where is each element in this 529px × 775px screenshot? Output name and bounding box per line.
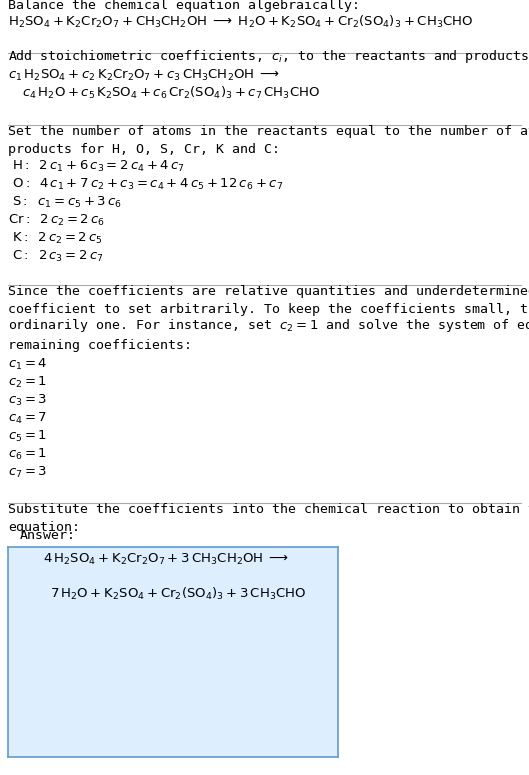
Text: $\mathrm{H_2SO_4 + K_2Cr_2O_7 + CH_3CH_2OH} \;\longrightarrow\; \mathrm{H_2O + K: $\mathrm{H_2SO_4 + K_2Cr_2O_7 + CH_3CH_2… xyxy=(8,14,473,30)
Text: $c_2 = 1$: $c_2 = 1$ xyxy=(8,375,47,390)
Text: $c_1\,\mathrm{H_2SO_4} + c_2\,\mathrm{K_2Cr_2O_7} + c_3\,\mathrm{CH_3CH_2OH} \;\: $c_1\,\mathrm{H_2SO_4} + c_2\,\mathrm{K_… xyxy=(8,68,280,83)
Text: coefficient to set arbitrarily. To keep the coefficients small, the arbitrary va: coefficient to set arbitrarily. To keep … xyxy=(8,303,529,316)
Text: $\mathrm{S:}\;\; c_1 = c_5 + 3\,c_6$: $\mathrm{S:}\;\; c_1 = c_5 + 3\,c_6$ xyxy=(12,195,122,210)
Text: $c_7 = 3$: $c_7 = 3$ xyxy=(8,465,47,480)
Text: Add stoichiometric coefficients, $c_i$, to the reactants and products:: Add stoichiometric coefficients, $c_i$, … xyxy=(8,48,529,65)
Text: Since the coefficients are relative quantities and underdetermined, choose a: Since the coefficients are relative quan… xyxy=(8,285,529,298)
Text: $\mathrm{H:}\;\; 2\,c_1 + 6\,c_3 = 2\,c_4 + 4\,c_7$: $\mathrm{H:}\;\; 2\,c_1 + 6\,c_3 = 2\,c_… xyxy=(12,159,185,174)
Text: $\mathrm{C:}\;\; 2\,c_3 = 2\,c_7$: $\mathrm{C:}\;\; 2\,c_3 = 2\,c_7$ xyxy=(12,249,104,264)
Text: $\mathrm{Cr:}\;\; 2\,c_2 = 2\,c_6$: $\mathrm{Cr:}\;\; 2\,c_2 = 2\,c_6$ xyxy=(8,213,105,228)
Text: $c_6 = 1$: $c_6 = 1$ xyxy=(8,447,47,462)
Text: ordinarily one. For instance, set $c_2 = 1$ and solve the system of equations fo: ordinarily one. For instance, set $c_2 =… xyxy=(8,317,529,334)
Text: Balance the chemical equation algebraically:: Balance the chemical equation algebraica… xyxy=(8,0,360,12)
Text: remaining coefficients:: remaining coefficients: xyxy=(8,339,192,352)
Text: $7\,\mathrm{H_2O} + \mathrm{K_2SO_4} + \mathrm{Cr_2(SO_4)_3} + 3\,\mathrm{CH_3CH: $7\,\mathrm{H_2O} + \mathrm{K_2SO_4} + \… xyxy=(50,586,306,602)
Text: Substitute the coefficients into the chemical reaction to obtain the balanced: Substitute the coefficients into the che… xyxy=(8,503,529,516)
Text: $c_1 = 4$: $c_1 = 4$ xyxy=(8,357,48,372)
Text: Set the number of atoms in the reactants equal to the number of atoms in the: Set the number of atoms in the reactants… xyxy=(8,125,529,138)
Text: $4\,\mathrm{H_2SO_4} + \mathrm{K_2Cr_2O_7} + 3\,\mathrm{CH_3CH_2OH} \;\longright: $4\,\mathrm{H_2SO_4} + \mathrm{K_2Cr_2O_… xyxy=(43,552,289,567)
Text: products for H, O, S, Cr, K and C:: products for H, O, S, Cr, K and C: xyxy=(8,143,280,156)
Text: Answer:: Answer: xyxy=(20,529,76,542)
Text: $c_4\,\mathrm{H_2O} + c_5\,\mathrm{K_2SO_4} + c_6\,\mathrm{Cr_2(SO_4)_3} + c_7\,: $c_4\,\mathrm{H_2O} + c_5\,\mathrm{K_2SO… xyxy=(22,85,320,101)
Text: $c_4 = 7$: $c_4 = 7$ xyxy=(8,411,47,426)
Text: $\mathrm{O:}\;\; 4\,c_1 + 7\,c_2 + c_3 = c_4 + 4\,c_5 + 12\,c_6 + c_7$: $\mathrm{O:}\;\; 4\,c_1 + 7\,c_2 + c_3 =… xyxy=(12,177,283,192)
Text: $c_5 = 1$: $c_5 = 1$ xyxy=(8,429,47,444)
Text: equation:: equation: xyxy=(8,521,80,534)
Text: $\mathrm{K:}\;\; 2\,c_2 = 2\,c_5$: $\mathrm{K:}\;\; 2\,c_2 = 2\,c_5$ xyxy=(12,231,103,246)
Text: $c_3 = 3$: $c_3 = 3$ xyxy=(8,393,47,408)
